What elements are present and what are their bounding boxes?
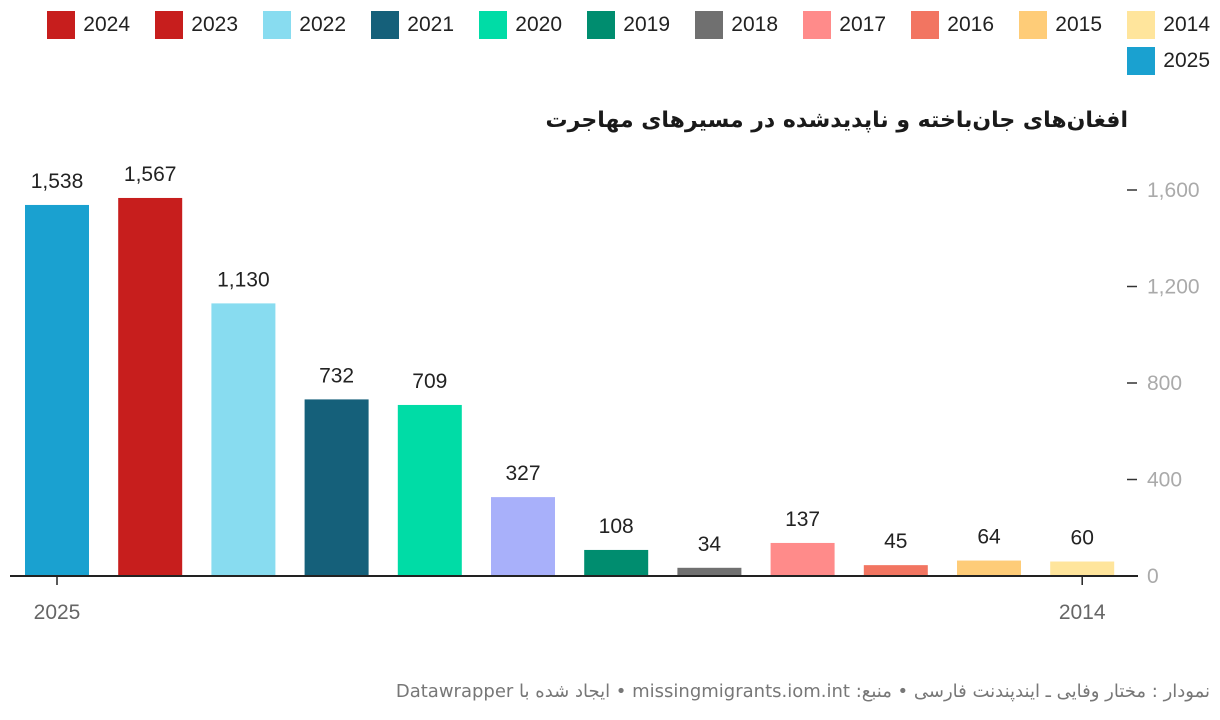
legend-item-2015: 2015 — [994, 10, 1102, 40]
legend-label: 2024 — [83, 13, 130, 36]
value-label: 1,567 — [124, 163, 177, 186]
y-tick-label: 1,600 — [1147, 179, 1200, 202]
legend-swatch — [695, 11, 724, 39]
legend-label: 2025 — [1163, 49, 1210, 72]
value-label: 1,538 — [31, 170, 84, 193]
legend-item-2017: 2017 — [778, 10, 886, 40]
value-label: 34 — [698, 533, 722, 556]
legend-swatch — [47, 11, 76, 39]
bar-chart: 0 400 800 1,200 1,600 1,538 1,567 1,130 732 709 32… — [10, 163, 1200, 624]
legend-swatch — [587, 11, 616, 39]
legend-item-2014: 2014 — [1102, 10, 1210, 40]
value-label: 137 — [785, 508, 820, 531]
chart-legend: 2014 2015 2016 2017 2018 2019 2020 2021 2022 2023… — [10, 10, 1210, 76]
bar-2022 — [304, 399, 369, 576]
legend-swatch — [803, 11, 832, 39]
legend-label: 2021 — [407, 13, 454, 36]
legend-label: 2022 — [299, 13, 346, 36]
bar-2021 — [397, 404, 462, 576]
chart-title: افغان‌های جان‌باخته و ناپدیدشده در مسیره… — [545, 108, 1128, 133]
legend-swatch — [1127, 11, 1156, 39]
value-label: 108 — [599, 515, 634, 538]
legend-label: 2017 — [839, 13, 886, 36]
bar-2016 — [863, 565, 928, 576]
y-tick-label: 400 — [1147, 469, 1182, 492]
legend-swatch — [263, 11, 292, 39]
value-label: 45 — [884, 530, 907, 553]
legend-item-2024: 2024 — [22, 10, 130, 40]
chart-footer: نمودار : مختار وفایی ـ ایندپندنت فارسی •… — [395, 681, 1210, 702]
bar-2025 — [25, 204, 89, 576]
legend-swatch — [155, 11, 184, 39]
bar-2017 — [770, 542, 835, 576]
legend-label: 2015 — [1055, 13, 1102, 36]
bar-2018 — [677, 567, 742, 576]
legend-swatch — [1019, 11, 1048, 39]
x-tick-label: 2025 — [34, 601, 81, 624]
legend-label: 2020 — [515, 13, 562, 36]
legend-item-2021: 2021 — [346, 10, 454, 40]
bar-2023 — [211, 303, 276, 576]
legend-swatch — [479, 11, 508, 39]
legend-item-2023: 2023 — [130, 10, 238, 40]
legend-item-2025: 2025 — [1102, 46, 1210, 76]
value-label: 709 — [412, 370, 447, 393]
legend-swatch — [371, 11, 400, 39]
value-label: 327 — [505, 462, 540, 485]
bar-2024 — [118, 197, 183, 576]
bar-2019 — [584, 549, 649, 576]
y-tick-label: 800 — [1147, 372, 1182, 395]
value-label: 732 — [319, 364, 354, 387]
legend-label: 2019 — [623, 13, 670, 36]
y-tick-label: 0 — [1147, 565, 1159, 588]
value-label: 1,130 — [217, 268, 270, 291]
legend-item-2016: 2016 — [886, 10, 994, 40]
legend-item-2019: 2019 — [562, 10, 670, 40]
legend-label: 2023 — [191, 13, 238, 36]
legend-label: 2016 — [947, 13, 994, 36]
legend-item-2022: 2022 — [238, 10, 346, 40]
x-tick-label: 2014 — [1059, 601, 1106, 624]
legend-item-2020: 2020 — [454, 10, 562, 40]
legend-swatch — [1127, 47, 1156, 75]
value-label: 64 — [977, 526, 1001, 549]
legend-swatch — [911, 11, 940, 39]
bar-2014 — [1050, 561, 1115, 576]
value-label: 60 — [1071, 527, 1094, 550]
bar-2020 — [491, 497, 555, 576]
bar-2015 — [957, 560, 1021, 576]
legend-label: 2018 — [731, 13, 778, 36]
y-tick-label: 1,200 — [1147, 276, 1200, 299]
legend-label: 2014 — [1163, 13, 1210, 36]
legend-item-2018: 2018 — [670, 10, 778, 40]
